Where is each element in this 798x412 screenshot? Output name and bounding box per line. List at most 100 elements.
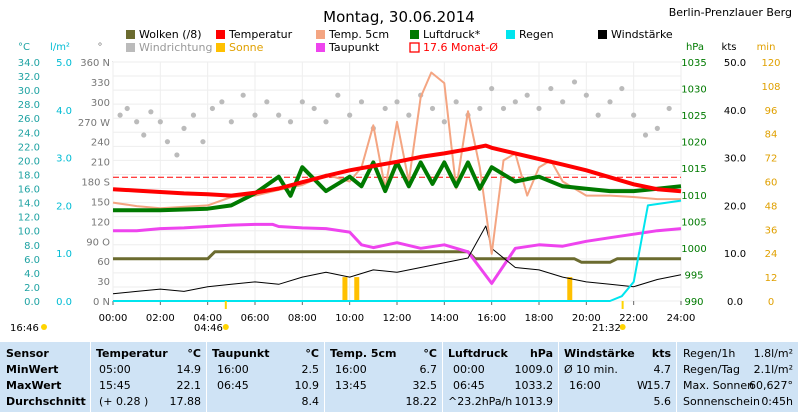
sunrise-label: 04:46 (194, 323, 223, 334)
sun-tick-label: 96 (765, 106, 778, 117)
wind-direction-point (323, 119, 329, 125)
legend-label: Wolken (/8) (139, 28, 202, 41)
temp-tick-label: 28.0 (18, 100, 40, 111)
legend-swatch (506, 30, 515, 39)
pressure-unit-label: hPa (686, 42, 704, 53)
temp-tick-label: 12.0 (18, 213, 40, 224)
legend-label: Taupunkt (328, 41, 380, 54)
sunshine-label: Sonnenschein (683, 395, 760, 408)
sunshine-value: 0:45h (761, 395, 793, 408)
wind-direction-point (228, 119, 234, 125)
legend-label: Windrichtung (139, 41, 212, 54)
x-tick-label: 06:00 (241, 313, 270, 324)
x-tick-label: 04:00 (193, 313, 222, 324)
pressure-tick-label: 1025 (681, 111, 706, 122)
legend-label: Temperatur (228, 28, 293, 41)
pressure-tick-label: 1005 (681, 217, 706, 228)
dir-tick-label: 30 (97, 277, 110, 288)
legend-swatch (598, 30, 607, 39)
stats-col-luftdruck: Luftdruck hPa 00:00 1009.0 06:45 1033.2 ^23… (442, 342, 559, 412)
header-temperatur: Temperatur (96, 347, 168, 360)
x-tick-label: 16:00 (477, 313, 506, 324)
rain-line (113, 199, 682, 302)
header-luftdruck-unit: hPa (529, 347, 553, 360)
header-sensor: Sensor (6, 347, 49, 360)
legend-label: Regen (519, 28, 554, 41)
rain-unit-label: l/m² (50, 42, 70, 53)
wind-direction-point (536, 105, 542, 112)
wind-direction-point (219, 99, 225, 105)
legend-swatch (316, 30, 325, 39)
stats-col-extra: Regen/1h 1.8l/m² Regen/Tag 2.1l/m² Max. So… (676, 342, 798, 412)
dir-tick-label: 270 W (78, 118, 110, 129)
sunset-marker-dot (619, 324, 626, 330)
wind-direction-point (264, 99, 270, 105)
legend-swatch (410, 30, 419, 39)
x-tick-label: 00:00 (99, 313, 128, 324)
wind-direction-point (441, 119, 447, 125)
wind-direction-point (477, 105, 483, 112)
pressure-tick-label: 1010 (681, 191, 706, 202)
wind-direction-point (164, 139, 171, 145)
temp-tick-label: 6.0 (24, 255, 40, 266)
rain-day-value: 2.1l/m² (753, 363, 793, 376)
pressure-tick-label: 1035 (681, 58, 706, 69)
daylength-dot (41, 324, 47, 330)
sun-tick-label: 84 (765, 130, 778, 141)
temp-tick-label: 2.0 (24, 283, 40, 294)
wind-max-dir: W (637, 379, 648, 392)
sun-tick-label: 24 (765, 249, 778, 260)
legend-swatch (216, 43, 225, 52)
wind-direction-point (595, 112, 601, 118)
dir-tick-label: 360 N (80, 58, 110, 69)
dir-tick-label: 150 (91, 197, 110, 208)
row-label-avg: Durchschnitt (6, 395, 86, 408)
legend-swatch (216, 30, 225, 39)
wind-tick-label: 40.0 (724, 106, 746, 117)
wind-direction-point (117, 112, 123, 118)
wind-tick-label: 0.0 (727, 297, 743, 308)
wind-direction-point (524, 92, 530, 98)
temp-tick-label: 0.0 (24, 297, 40, 308)
dir-tick-label: 120 (91, 217, 110, 228)
wind-direction-point (489, 85, 495, 92)
legend-label: Temp. 5cm (328, 28, 389, 41)
temp-tick-label: 26.0 (18, 114, 40, 125)
wind-avg-label: Ø 10 min. (564, 363, 618, 376)
header-taupunkt-unit: °C (305, 347, 319, 360)
temp-tick-label: 32.0 (18, 72, 40, 83)
wind-direction-point (190, 112, 197, 118)
temp-tick-label: 10.0 (18, 227, 40, 238)
t5-max-value: 32.5 (412, 379, 438, 392)
wind-direction-point (335, 92, 341, 98)
wind-tick-label: 30.0 (724, 154, 746, 165)
x-tick-label: 14:00 (430, 313, 459, 324)
press-min-time: 00:00 (453, 363, 485, 376)
wind-direction-point (394, 99, 400, 105)
x-tick-label: 08:00 (288, 313, 317, 324)
legend-swatch (316, 43, 325, 52)
temp-unit-label: °C (18, 42, 30, 53)
sun-bar (342, 277, 348, 301)
x-tick-label: 24:00 (667, 313, 696, 324)
wind-direction-point (240, 92, 246, 98)
wind-tick-label: 10.0 (724, 249, 746, 260)
wind-direction-point (619, 85, 625, 92)
wind-direction-point (347, 112, 353, 118)
stats-col-temperatur: Temperatur °C 05:00 14.9 15:45 22.1 (+ 0.28… (90, 342, 207, 412)
header-taupunkt: Taupunkt (212, 347, 270, 360)
rain-1h-value: 1.8l/m² (753, 347, 793, 360)
temp-tick-label: 34.0 (18, 58, 40, 69)
temp-min-value: 14.9 (176, 363, 202, 376)
temp-tick-label: 22.0 (18, 142, 40, 153)
temp5cm-line (112, 71, 681, 255)
sun-tick-label: 108 (761, 82, 780, 93)
sun-bar (354, 277, 360, 301)
pressure-tick-label: 995 (684, 270, 703, 281)
stats-table: Sensor MinWert MaxWert Durchschnitt Temp… (0, 342, 798, 412)
max-sun-value: 60,627° (749, 379, 793, 392)
sun-tick-label: 48 (765, 201, 778, 212)
wind-direction-point (453, 99, 459, 105)
temp-tick-label: 20.0 (18, 156, 40, 167)
sun-tick-label: 120 (761, 58, 780, 69)
